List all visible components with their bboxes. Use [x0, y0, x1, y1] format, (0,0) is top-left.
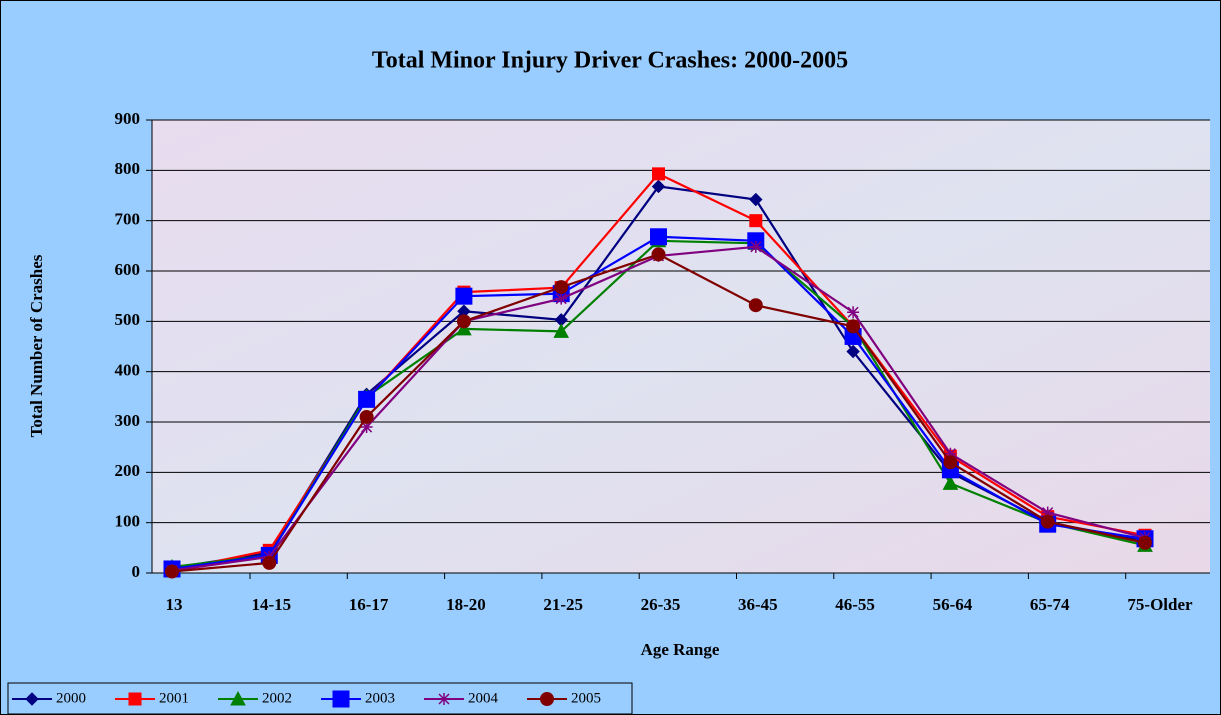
y-tick-label: 100 [115, 512, 141, 531]
data-point [358, 390, 376, 408]
x-tick-label: 75-Older [1127, 595, 1193, 614]
x-tick-label: 26-35 [641, 595, 681, 614]
data-point [651, 247, 666, 262]
y-tick-label: 800 [115, 159, 141, 178]
y-tick-label: 500 [115, 310, 141, 329]
data-point [456, 314, 471, 329]
x-tick-label: 16-17 [349, 595, 389, 614]
data-point [847, 306, 860, 319]
data-point [944, 447, 957, 460]
data-point [553, 323, 570, 338]
legend-label: 2000 [56, 690, 86, 706]
data-point [554, 280, 569, 295]
data-point [262, 555, 277, 570]
x-tick-label: 18-20 [446, 595, 486, 614]
data-point [359, 409, 374, 424]
legend-marker [540, 692, 554, 706]
legend-label: 2004 [468, 690, 499, 706]
y-tick-label: 400 [115, 361, 141, 380]
data-point [846, 344, 860, 359]
legend-label: 2005 [571, 690, 601, 706]
legend-marker [230, 690, 246, 706]
y-tick-label: 900 [115, 109, 141, 128]
legend-label: 2003 [365, 690, 395, 706]
y-axis-label: Total Number of Crashes [27, 254, 46, 437]
x-tick-label: 13 [166, 595, 183, 614]
legend-label: 2002 [262, 690, 292, 706]
data-point [749, 192, 763, 207]
data-point [456, 320, 472, 336]
y-tick-label: 600 [115, 260, 141, 279]
data-point [749, 240, 762, 253]
x-tick-label: 46-55 [835, 595, 875, 614]
data-point [652, 167, 665, 181]
x-tick-label: 65-74 [1030, 595, 1070, 614]
data-point [1041, 506, 1054, 519]
data-point [942, 475, 959, 490]
legend-marker [438, 693, 450, 705]
data-point [455, 287, 473, 305]
y-tick-label: 200 [115, 461, 141, 480]
x-tick-label: 36-45 [738, 595, 778, 614]
data-point [165, 564, 179, 579]
data-point [650, 228, 667, 246]
x-axis-label: Age Range [641, 640, 720, 659]
legend-label: 2001 [159, 690, 189, 706]
data-point [651, 179, 666, 194]
legend-marker [25, 692, 39, 706]
data-point [1138, 535, 1152, 550]
legend-marker [332, 690, 350, 708]
chart-title: Total Minor Injury Driver Crashes: 2000-… [372, 48, 848, 74]
data-point [943, 455, 958, 470]
data-point [1040, 514, 1055, 529]
y-tick-label: 300 [115, 411, 141, 430]
y-tick-label: 700 [115, 210, 141, 229]
x-tick-label: 56-64 [933, 595, 973, 614]
plot-area [152, 120, 1210, 573]
data-point [846, 319, 861, 334]
x-tick-label: 21-25 [543, 595, 583, 614]
x-tick-label: 14-15 [251, 595, 291, 614]
data-point [360, 421, 373, 434]
data-point [555, 292, 568, 305]
y-tick-label: 0 [132, 562, 141, 581]
legend-marker [128, 692, 142, 706]
data-point [748, 298, 763, 313]
data-point [749, 214, 763, 228]
